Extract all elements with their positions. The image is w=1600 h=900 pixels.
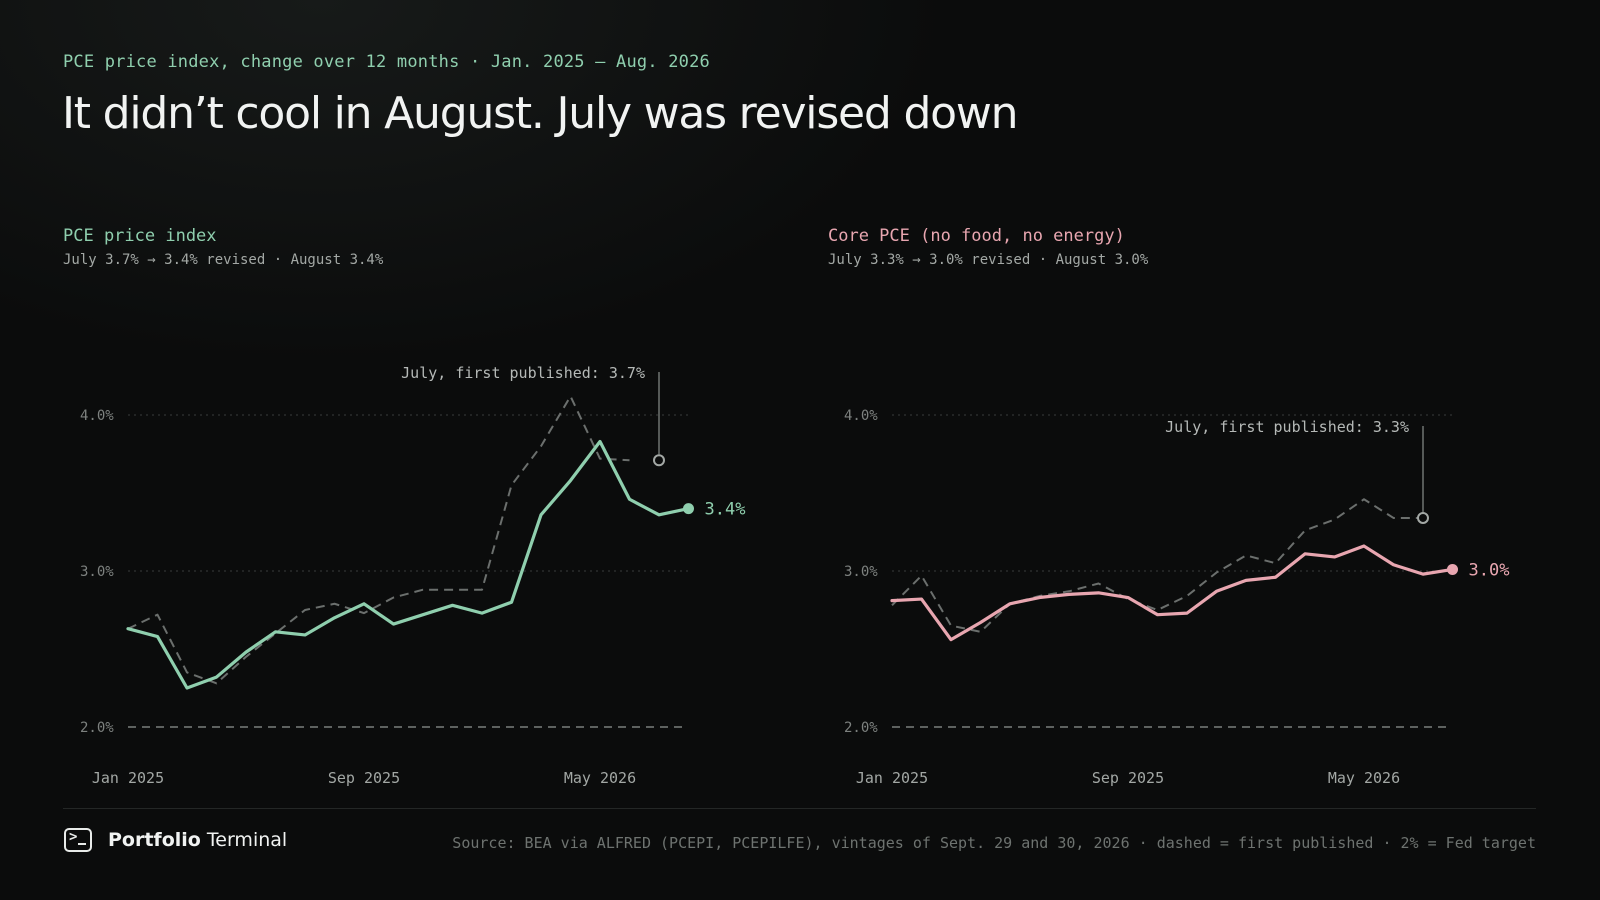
y-tick-label: 2.0% <box>844 720 878 736</box>
x-tick-label: May 2026 <box>564 769 636 787</box>
x-tick-label: Sep 2025 <box>328 769 400 787</box>
page-title: It didn’t cool in August. July was revis… <box>62 88 1019 139</box>
y-tick-label: 2.0% <box>80 720 114 736</box>
chart-subtitle-core: July 3.3% → 3.0% revised · August 3.0% <box>828 252 1149 268</box>
kicker: PCE price index, change over 12 months ·… <box>63 52 710 72</box>
y-tick-label: 3.0% <box>844 564 878 580</box>
annotation-label: July, first published: 3.7% <box>401 364 645 382</box>
annotation-label: July, first published: 3.3% <box>1165 418 1409 436</box>
y-tick-label: 3.0% <box>80 564 114 580</box>
source-note: Source: BEA via ALFRED (PCEPI, PCEPILFE)… <box>452 834 1536 852</box>
y-tick-label: 4.0% <box>844 408 878 424</box>
x-tick-label: Sep 2025 <box>1092 769 1164 787</box>
chart-title-pce: PCE price index <box>63 226 217 246</box>
first-published-point <box>653 454 665 467</box>
end-point <box>1447 563 1458 575</box>
series-line-first-published <box>891 498 1423 633</box>
end-value-label: 3.4% <box>705 500 746 520</box>
y-tick-label: 4.0% <box>80 408 114 424</box>
brand-name: Portfolio Terminal <box>108 829 288 851</box>
x-tick-label: May 2026 <box>1328 769 1400 787</box>
brand: > Portfolio Terminal <box>64 828 287 852</box>
chart-subtitle-pce: July 3.7% → 3.4% revised · August 3.4% <box>63 252 384 268</box>
end-point <box>683 503 694 515</box>
first-published-point <box>1417 511 1429 524</box>
series-line-revised <box>126 439 691 690</box>
series-line-revised <box>890 544 1455 642</box>
chart-title-core: Core PCE (no food, no energy) <box>828 226 1125 246</box>
series-line-first-published <box>127 395 630 685</box>
core-pce-chart: 4.0% 3.0% 2.0% Jan 2025 Sep 2025 May 2026 July… <box>844 408 1510 787</box>
footer-divider <box>63 808 1536 809</box>
terminal-icon: > <box>64 828 92 852</box>
end-value-label: 3.0% <box>1469 560 1510 580</box>
x-tick-label: Jan 2025 <box>856 769 928 787</box>
x-tick-label: Jan 2025 <box>92 769 164 787</box>
pce-chart: 4.0% 3.0% 2.0% Jan 2025 Sep 2025 May 2026 July… <box>80 364 746 787</box>
